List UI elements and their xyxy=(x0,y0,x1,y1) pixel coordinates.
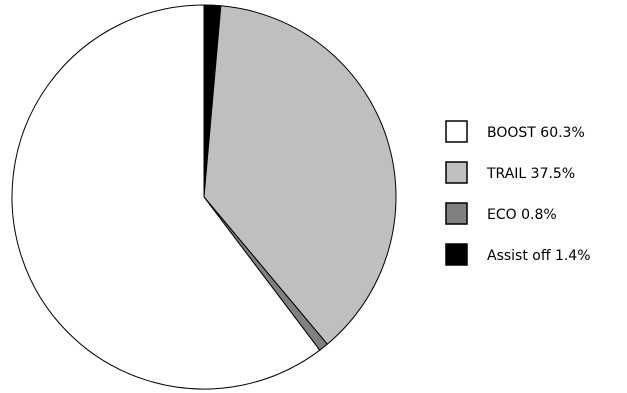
legend-label: Assist off 1.4% xyxy=(487,248,591,264)
legend-label: BOOST 60.3% xyxy=(487,125,585,141)
legend-swatch xyxy=(445,120,468,143)
legend-label: TRAIL 37.5% xyxy=(486,166,575,182)
pie-slice-boost xyxy=(11,4,321,390)
legend-label: ECO 0.8% xyxy=(487,207,557,223)
legend-swatch xyxy=(445,243,468,266)
legend-swatch xyxy=(445,161,468,184)
legend-swatch xyxy=(445,202,468,225)
pie-slice-trail xyxy=(203,5,397,345)
legend: BOOST 60.3% TRAIL 37.5% ECO 0.8% Assist off… xyxy=(445,120,591,266)
pie-slices xyxy=(11,4,397,390)
